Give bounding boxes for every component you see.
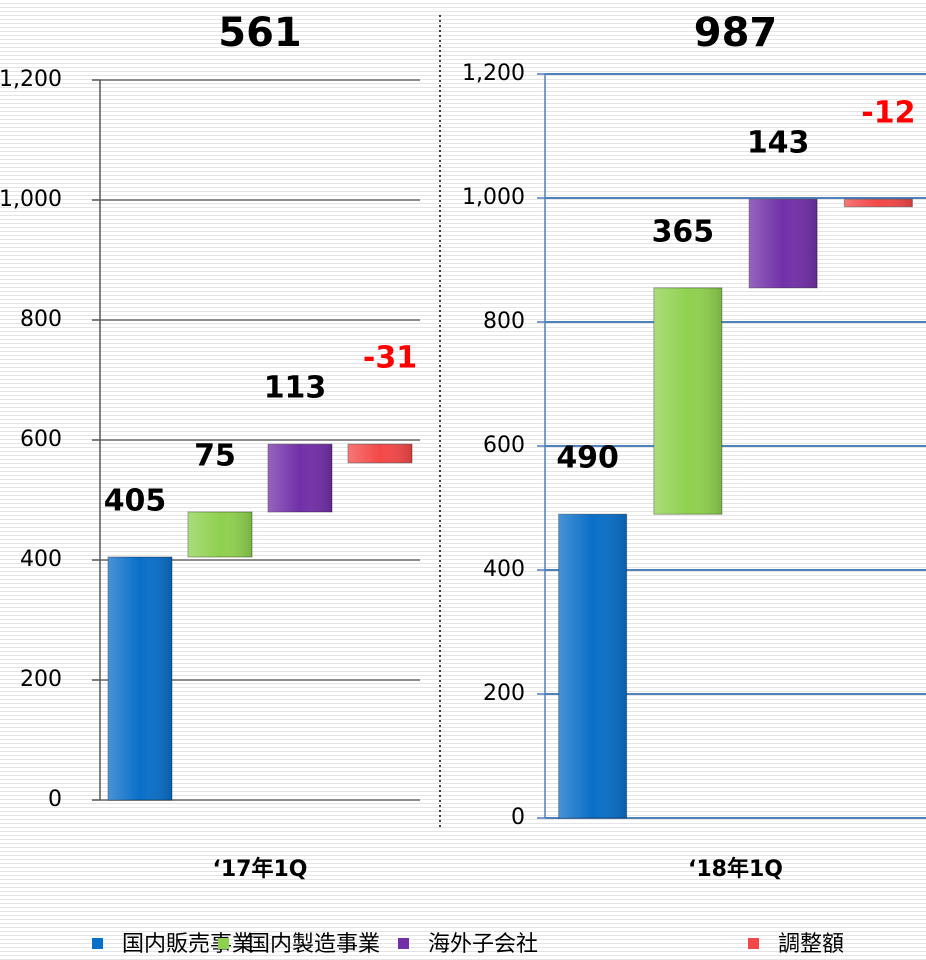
chart-title: 561 [218,10,302,56]
y-tick-label: 600 [20,427,62,452]
bar-shine [188,512,252,557]
bar-shine [108,557,172,800]
legend-label: 国内製造事業 [248,932,380,957]
y-tick-label: 400 [483,557,525,582]
y-tick-label: 200 [20,667,62,692]
bar-shine [558,514,627,818]
bar-shine [653,287,722,515]
y-tick-label: 1,200 [0,67,62,92]
legend-swatch [748,938,759,949]
legend-swatch [218,938,229,949]
bar-shine [348,444,412,463]
y-tick-label: 800 [483,309,525,334]
y-tick-label: 600 [483,433,525,458]
bar-shine [749,199,818,288]
y-tick-label: 200 [483,681,525,706]
bar-shine [268,444,332,512]
y-tick-label: 0 [48,787,62,812]
legend-label: 調整額 [778,932,844,957]
x-label: ‘17年1Q [213,856,308,882]
y-tick-label: 1,200 [462,61,525,86]
value-label: 490 [556,441,619,476]
chart-title: 987 [694,10,778,56]
legend-swatch [398,938,409,949]
value-label: 405 [104,484,167,519]
x-label: ‘18年1Q [688,856,783,882]
y-tick-label: 800 [20,307,62,332]
value-label: 113 [264,371,327,406]
legend-label: 国内販売事業 [122,932,254,957]
y-tick-label: 1,000 [0,187,62,212]
value-label: -31 [363,341,417,376]
legend-swatch [92,938,103,949]
y-tick-label: 400 [20,547,62,572]
value-label: -12 [861,96,915,131]
value-label: 143 [747,126,810,161]
y-tick-label: 0 [511,805,525,830]
value-label: 365 [652,214,715,249]
legend-label: 海外子会社 [428,932,538,957]
y-tick-label: 1,000 [462,185,525,210]
bar-shine [844,199,913,207]
value-label: 75 [194,439,236,474]
